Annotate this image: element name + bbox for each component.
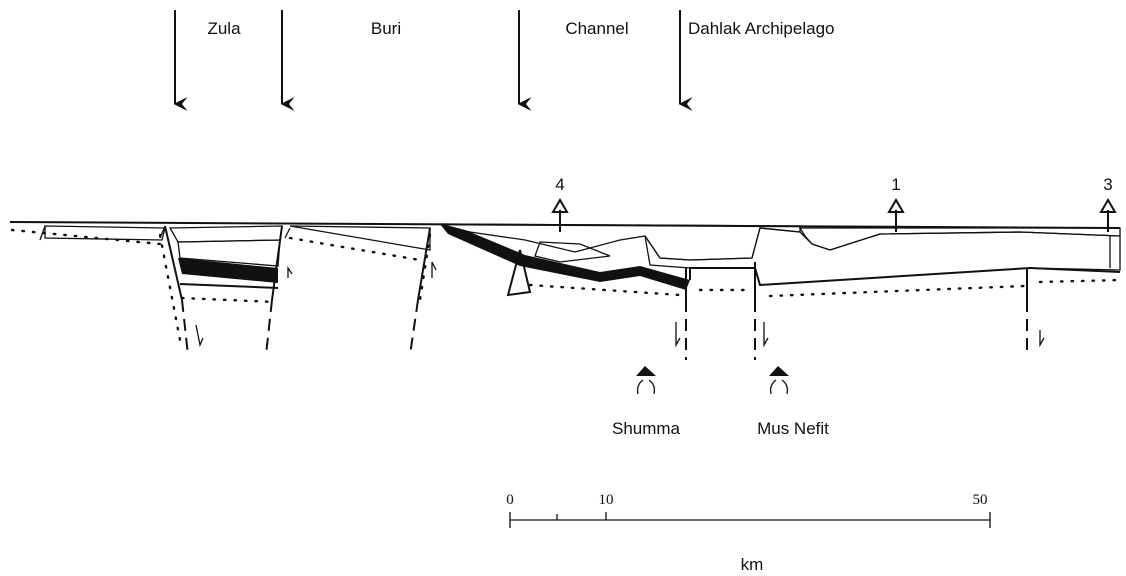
sediment-layers-part — [290, 226, 430, 250]
cross-section: Zula Buri Channel Dahlak Archipelago — [0, 0, 1126, 576]
sediment-layers-part — [440, 224, 800, 260]
volcano-icons-part — [769, 366, 789, 376]
scale-bar-part — [510, 512, 990, 528]
dotted-horizons-part — [182, 298, 275, 302]
volcano-icons-part — [636, 366, 656, 376]
volcano-icons — [636, 366, 789, 394]
well-label: 4 — [555, 175, 564, 194]
volcano-label: Mus Nefit — [757, 419, 829, 438]
volcano-label: Shumma — [612, 419, 681, 438]
sediment-layers-part — [10, 222, 1120, 228]
dotted-horizons-part — [12, 230, 160, 244]
scale-label: 50 — [973, 492, 988, 508]
sediment-layers-part — [180, 284, 278, 288]
scale-label: 10 — [599, 492, 614, 508]
well-label: 3 — [1103, 175, 1112, 194]
scale-label: 0 — [506, 492, 514, 508]
sediment-layers-part — [45, 226, 165, 240]
volcano-icons-part — [638, 380, 655, 394]
faults-part — [418, 228, 430, 300]
scale-bar — [510, 512, 990, 528]
sediment-layers-part — [440, 224, 690, 290]
faults-part — [410, 300, 418, 355]
scale-unit: km — [741, 555, 764, 574]
page: Zula Buri Channel Dahlak Archipelago — [0, 0, 1126, 576]
volcano-icons-part — [771, 380, 788, 394]
dotted-horizons-part — [1040, 280, 1120, 282]
faults — [40, 226, 1110, 360]
wells-part — [553, 200, 567, 232]
region-label: Channel — [565, 19, 628, 38]
region-label: Buri — [371, 19, 401, 38]
well-label: 1 — [891, 175, 900, 194]
dotted-horizons-part — [530, 285, 680, 295]
faults-part — [182, 300, 188, 355]
dotted-horizons-part — [420, 235, 430, 300]
region-label: Zula — [207, 19, 241, 38]
faults-part — [266, 300, 272, 355]
dotted-horizons-part — [290, 238, 420, 260]
sediment-layers-part — [800, 228, 1120, 250]
sediment-layers-part — [170, 226, 282, 242]
region-label: Dahlak Archipelago — [688, 19, 834, 38]
dotted-horizons-part — [770, 286, 1025, 296]
